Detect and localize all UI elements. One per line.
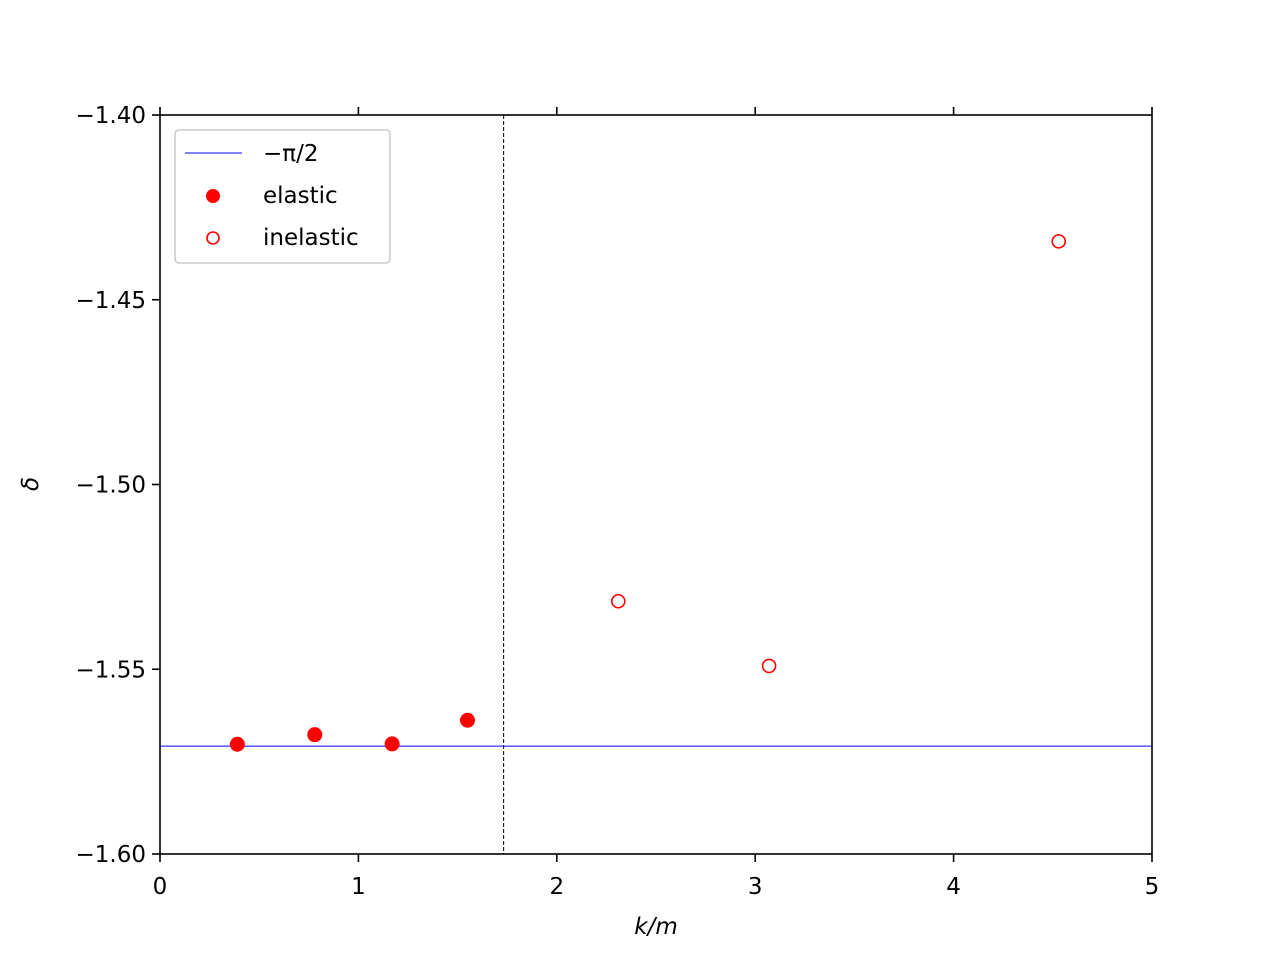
y-tick-label-4: −1.40 — [76, 103, 146, 129]
point-elastic-1 — [307, 727, 323, 743]
x-tick-label-1: 1 — [351, 874, 366, 900]
point-inelastic-1 — [761, 658, 777, 674]
point-elastic-2 — [384, 736, 400, 752]
point-inelastic-2 — [1051, 234, 1067, 249]
ticks: 0 1 2 3 4 5 −1.60 −1.55 −1.50 −1.45 −1.40 — [76, 103, 1160, 900]
x-tick-label-0: 0 — [153, 874, 168, 900]
x-tick-label-2: 2 — [549, 874, 564, 900]
point-elastic-3 — [460, 712, 476, 728]
point-inelastic-0 — [611, 593, 626, 609]
y-tick-label-2: −1.50 — [76, 473, 146, 499]
legend-marker-elastic — [206, 189, 220, 203]
y-tick-label-3: −1.45 — [76, 288, 146, 314]
legend: −π/2 elastic inelastic — [174, 129, 391, 264]
legend-box — [174, 129, 391, 264]
legend-label-reference: −π/2 — [263, 141, 319, 167]
y-axis-label: δ — [18, 477, 44, 491]
y-tick-label-0: −1.60 — [76, 842, 146, 868]
legend-label-inelastic: inelastic — [263, 225, 359, 251]
plot-area — [160, 115, 1152, 854]
point-elastic-0 — [229, 736, 245, 752]
x-tick-label-3: 3 — [748, 874, 763, 900]
x-tick-label-5: 5 — [1145, 874, 1160, 900]
x-axis-label: k/m — [634, 914, 677, 940]
x-tick-label-4: 4 — [946, 874, 961, 900]
legend-label-elastic: elastic — [263, 183, 338, 209]
legend-marker-inelastic — [206, 231, 220, 245]
y-tick-label-1: −1.55 — [76, 657, 146, 683]
